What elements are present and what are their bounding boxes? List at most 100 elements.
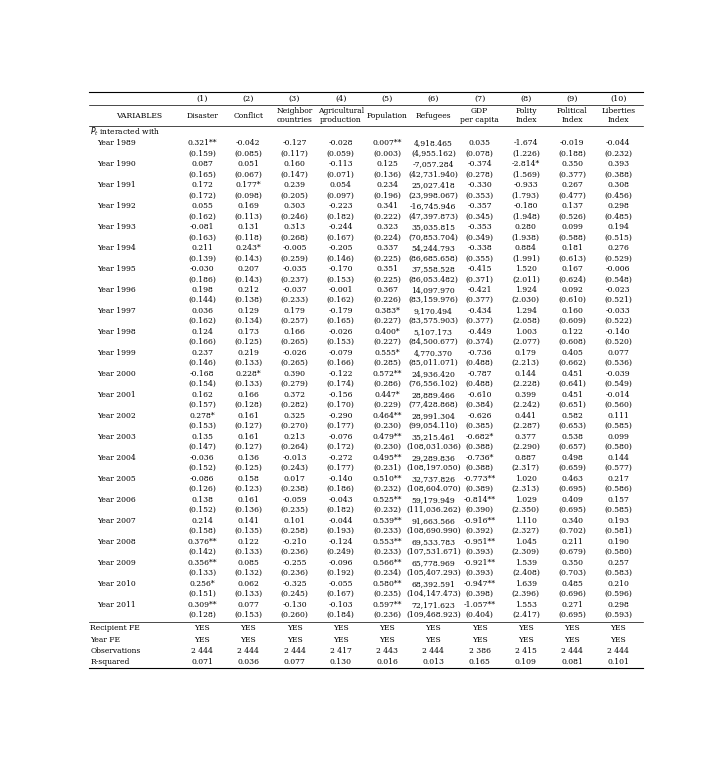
Text: 0.313: 0.313 bbox=[283, 223, 306, 231]
Text: (2): (2) bbox=[243, 95, 254, 102]
Text: (0.123): (0.123) bbox=[234, 485, 262, 493]
Text: Year 2011: Year 2011 bbox=[98, 600, 136, 609]
Text: 0.177*: 0.177* bbox=[236, 181, 261, 189]
Text: (0.393): (0.393) bbox=[466, 569, 493, 577]
Text: Political: Political bbox=[557, 107, 588, 115]
Text: (0.186): (0.186) bbox=[327, 485, 355, 493]
Text: YES: YES bbox=[518, 624, 534, 632]
Text: 0.085: 0.085 bbox=[237, 559, 259, 567]
Text: (0.151): (0.151) bbox=[188, 591, 216, 598]
Text: (4,955.162): (4,955.162) bbox=[411, 150, 456, 157]
Text: 0.125: 0.125 bbox=[376, 160, 398, 168]
Text: 69,533.783: 69,533.783 bbox=[411, 537, 456, 546]
Text: (0.488): (0.488) bbox=[466, 359, 493, 367]
Text: (0.404): (0.404) bbox=[466, 611, 493, 619]
Text: (0.166): (0.166) bbox=[327, 359, 355, 367]
Text: (0.246): (0.246) bbox=[281, 213, 308, 220]
Text: Neighbor: Neighbor bbox=[276, 107, 313, 115]
Text: (0.133): (0.133) bbox=[234, 548, 262, 556]
Text: 24,936.420: 24,936.420 bbox=[411, 370, 456, 378]
Text: 0.479**: 0.479** bbox=[373, 433, 402, 441]
Text: -0.044: -0.044 bbox=[606, 139, 630, 147]
Text: Year FE: Year FE bbox=[91, 635, 121, 644]
Text: -0.030: -0.030 bbox=[190, 265, 214, 272]
Text: (47,397.873): (47,397.873) bbox=[408, 213, 458, 220]
Text: -0.947**: -0.947** bbox=[463, 580, 496, 587]
Text: (0.133): (0.133) bbox=[188, 569, 216, 577]
Text: (108,604.070): (108,604.070) bbox=[406, 485, 461, 493]
Text: (0.695): (0.695) bbox=[558, 506, 586, 515]
Text: (0.548): (0.548) bbox=[605, 276, 633, 283]
Text: 0.405: 0.405 bbox=[561, 349, 583, 357]
Text: (0.526): (0.526) bbox=[558, 213, 586, 220]
Text: Year 1997: Year 1997 bbox=[98, 307, 136, 315]
Text: (0.139): (0.139) bbox=[188, 254, 216, 263]
Text: 0.237: 0.237 bbox=[191, 349, 213, 357]
Text: (2.396): (2.396) bbox=[512, 591, 540, 598]
Text: 0.510**: 0.510** bbox=[373, 474, 402, 483]
Text: 0.303: 0.303 bbox=[283, 202, 306, 209]
Text: 0.525**: 0.525** bbox=[373, 496, 402, 504]
Text: (0.257): (0.257) bbox=[281, 317, 308, 326]
Text: (0.125): (0.125) bbox=[234, 339, 262, 346]
Text: (4): (4) bbox=[335, 95, 346, 102]
Text: -0.013: -0.013 bbox=[282, 454, 307, 461]
Text: (0.177): (0.177) bbox=[327, 422, 355, 430]
Text: (0.232): (0.232) bbox=[373, 485, 401, 493]
Text: (0.225): (0.225) bbox=[373, 254, 401, 263]
Text: (0.659): (0.659) bbox=[558, 465, 586, 472]
Text: YES: YES bbox=[286, 635, 303, 644]
Text: -0.626: -0.626 bbox=[468, 412, 492, 420]
Text: (0.184): (0.184) bbox=[327, 611, 355, 619]
Text: (2.350): (2.350) bbox=[512, 506, 540, 515]
Text: 2 415: 2 415 bbox=[515, 647, 537, 655]
Text: -0.272: -0.272 bbox=[328, 454, 353, 461]
Text: (0.188): (0.188) bbox=[558, 150, 586, 157]
Text: (0.585): (0.585) bbox=[605, 422, 633, 430]
Text: (1.226): (1.226) bbox=[512, 150, 540, 157]
Text: (0.230): (0.230) bbox=[373, 422, 401, 430]
Text: -0.736*: -0.736* bbox=[466, 454, 494, 461]
Text: (104,147.473): (104,147.473) bbox=[406, 591, 461, 598]
Text: -0.170: -0.170 bbox=[328, 265, 353, 272]
Text: YES: YES bbox=[426, 624, 441, 632]
Text: -0.951**: -0.951** bbox=[463, 537, 496, 546]
Text: 0.013: 0.013 bbox=[422, 658, 444, 666]
Text: 4,770.370: 4,770.370 bbox=[414, 349, 453, 357]
Text: (0.608): (0.608) bbox=[558, 339, 586, 346]
Text: (0.144): (0.144) bbox=[188, 296, 216, 304]
Text: 0.409: 0.409 bbox=[561, 496, 583, 504]
Text: 0.193: 0.193 bbox=[608, 517, 629, 524]
Text: 0.325: 0.325 bbox=[283, 412, 306, 420]
Text: 0.051: 0.051 bbox=[237, 160, 259, 168]
Text: -0.006: -0.006 bbox=[606, 265, 630, 272]
Text: (0.377): (0.377) bbox=[558, 170, 586, 178]
Text: -0.179: -0.179 bbox=[328, 307, 353, 315]
Text: 0.376**: 0.376** bbox=[187, 537, 217, 546]
Text: 0.158: 0.158 bbox=[237, 474, 259, 483]
Text: -0.122: -0.122 bbox=[328, 370, 353, 378]
Text: 0.207: 0.207 bbox=[237, 265, 259, 272]
Text: (77,428.868): (77,428.868) bbox=[408, 402, 458, 409]
Text: 0.887: 0.887 bbox=[515, 454, 537, 461]
Text: (0.193): (0.193) bbox=[327, 528, 355, 535]
Text: 0.166: 0.166 bbox=[237, 391, 259, 398]
Text: (0.260): (0.260) bbox=[281, 611, 308, 619]
Text: 0.341: 0.341 bbox=[376, 202, 398, 209]
Text: (0.577): (0.577) bbox=[605, 465, 633, 472]
Text: (0.388): (0.388) bbox=[466, 465, 493, 472]
Text: (0.695): (0.695) bbox=[558, 611, 586, 619]
Text: -0.353: -0.353 bbox=[467, 223, 492, 231]
Text: Conflict: Conflict bbox=[233, 112, 263, 120]
Text: 54,244.793: 54,244.793 bbox=[411, 244, 456, 252]
Text: 0.321**: 0.321** bbox=[187, 139, 217, 147]
Text: 0.399: 0.399 bbox=[515, 391, 537, 398]
Text: YES: YES bbox=[472, 635, 488, 644]
Text: (0.085): (0.085) bbox=[234, 150, 262, 157]
Text: 35,035.815: 35,035.815 bbox=[411, 223, 456, 231]
Text: 0.271: 0.271 bbox=[561, 600, 583, 609]
Text: 0.234: 0.234 bbox=[376, 181, 398, 189]
Text: (0.355): (0.355) bbox=[466, 254, 493, 263]
Text: -0.037: -0.037 bbox=[282, 286, 307, 294]
Text: YES: YES bbox=[379, 635, 395, 644]
